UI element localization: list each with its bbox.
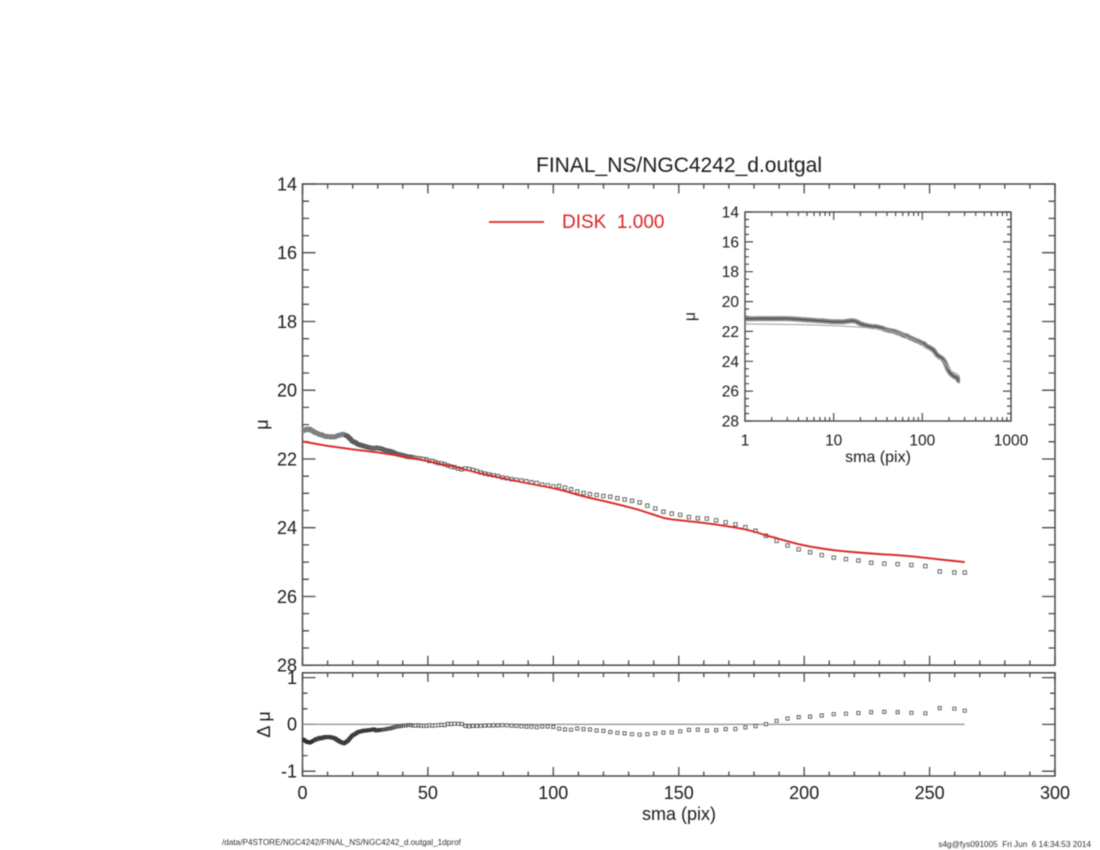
svg-text:16: 16 (722, 234, 739, 251)
svg-text:20: 20 (277, 381, 297, 401)
svg-text:μ: μ (252, 419, 272, 429)
svg-text:22: 22 (277, 449, 297, 469)
svg-text:28: 28 (277, 656, 297, 676)
svg-text:Δ μ: Δ μ (254, 711, 274, 737)
svg-text:sma (pix): sma (pix) (642, 804, 716, 824)
svg-text:0: 0 (287, 715, 297, 735)
svg-text:300: 300 (1040, 783, 1070, 803)
svg-text:26: 26 (277, 587, 297, 607)
svg-text:s4g@fys091005 Fri Jun 6 14:3: s4g@fys091005 Fri Jun 6 14:34:53 2014 (938, 840, 1091, 849)
svg-text:18: 18 (277, 312, 297, 332)
svg-text:μ: μ (682, 312, 699, 321)
svg-text:1000: 1000 (994, 433, 1029, 450)
svg-text:28: 28 (722, 414, 739, 431)
svg-text:250: 250 (915, 783, 945, 803)
svg-text:0: 0 (297, 783, 307, 803)
svg-text:-1: -1 (281, 762, 297, 782)
svg-text:/data/P4STORE/NGC4242/FINAL_NS: /data/P4STORE/NGC4242/FINAL_NS/NGC4242_d… (222, 838, 462, 847)
svg-text:22: 22 (722, 324, 739, 341)
svg-text:1: 1 (741, 433, 750, 450)
svg-text:DISK 1.000: DISK 1.000 (562, 212, 664, 233)
svg-text:200: 200 (789, 783, 819, 803)
svg-text:14: 14 (277, 174, 297, 194)
svg-text:24: 24 (277, 518, 297, 538)
svg-text:150: 150 (664, 783, 694, 803)
svg-text:10: 10 (825, 433, 843, 450)
svg-text:50: 50 (418, 783, 438, 803)
svg-text:20: 20 (722, 294, 740, 311)
svg-text:18: 18 (722, 264, 739, 281)
svg-text:100: 100 (909, 433, 935, 450)
svg-text:26: 26 (722, 384, 739, 401)
svg-text:1: 1 (287, 668, 297, 688)
svg-text:24: 24 (722, 354, 740, 371)
svg-text:FINAL_NS/NGC4242_d.outgal: FINAL_NS/NGC4242_d.outgal (536, 154, 822, 177)
svg-text:14: 14 (722, 205, 740, 222)
svg-text:sma (pix): sma (pix) (845, 449, 911, 466)
svg-text:100: 100 (538, 783, 568, 803)
svg-text:16: 16 (277, 243, 297, 263)
